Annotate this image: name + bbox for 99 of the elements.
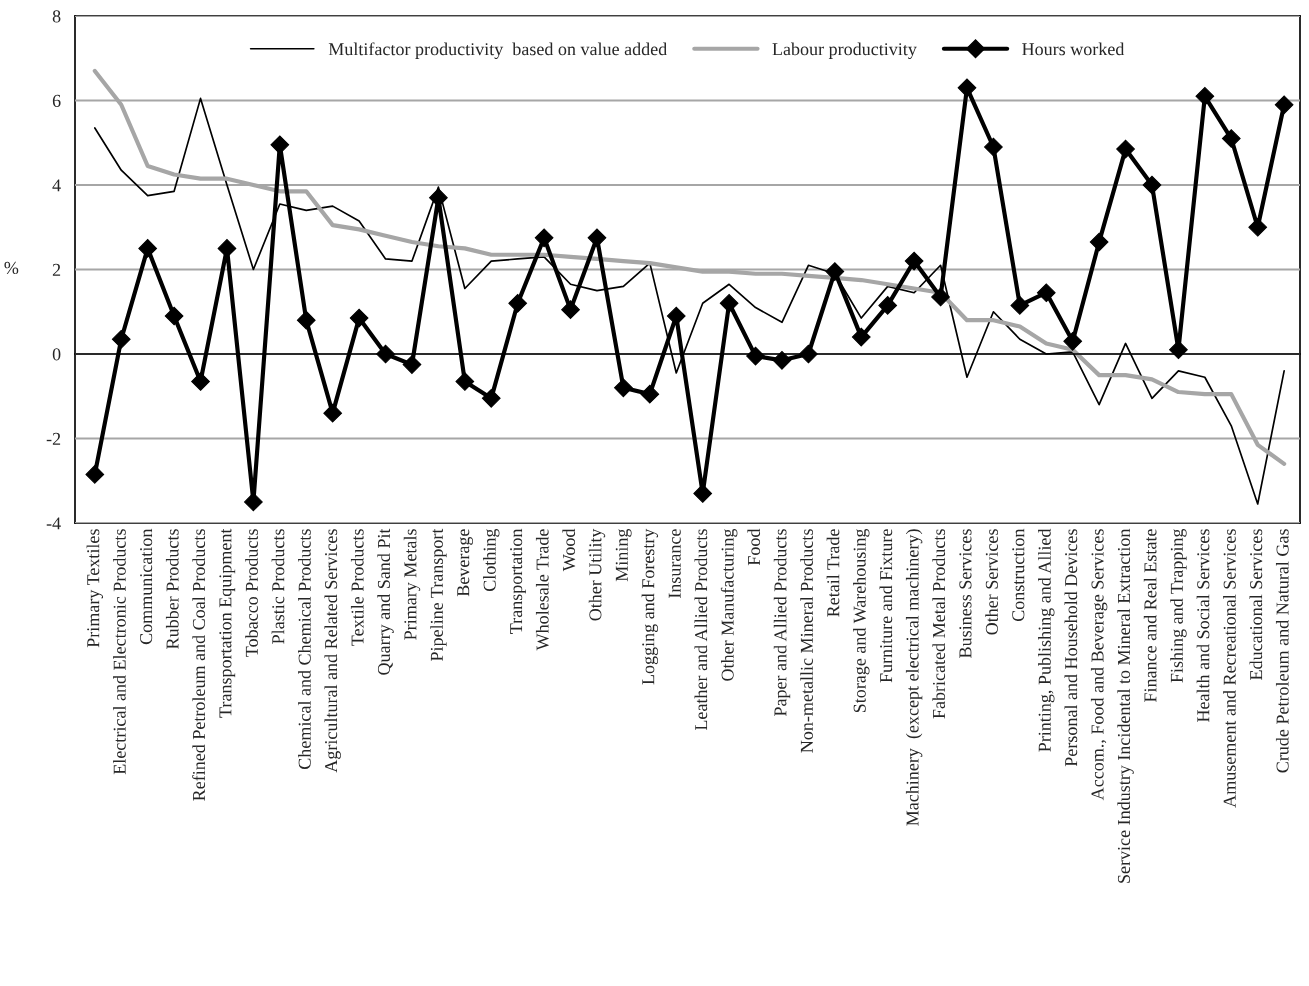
point: [587, 228, 607, 248]
point: [957, 78, 977, 98]
point: [534, 228, 554, 248]
point: [138, 239, 158, 258]
x-tick-label: Pipeline Transport: [430, 528, 447, 661]
point: [931, 287, 950, 307]
x-tick-label: Retail Trade: [826, 529, 840, 617]
point: [191, 372, 210, 391]
point: [1248, 217, 1268, 237]
x-tick-label: Food: [747, 528, 761, 566]
point: [1116, 139, 1135, 159]
point: [164, 306, 184, 326]
point: [693, 484, 713, 503]
point: [1142, 175, 1162, 195]
x-tick-label: Construction: [1012, 528, 1025, 622]
y-tick-label: -4: [46, 517, 61, 530]
point: [508, 293, 528, 313]
y-tick-label: 0: [52, 348, 61, 361]
x-tick-label: Beverage: [457, 529, 474, 597]
point: [561, 300, 580, 319]
y-tick-label: 4: [52, 179, 61, 192]
point: [1195, 86, 1215, 106]
y-tick-label: 8: [52, 10, 61, 23]
x-tick-label: Machinery (except electrical machinery): [905, 529, 923, 826]
x-tick-label: Tobacco Products: [245, 529, 258, 657]
point: [244, 492, 263, 512]
x-tick-label: Textile Products: [350, 529, 364, 646]
x-tick-label: Rubber Products: [165, 529, 179, 649]
point: [1221, 129, 1241, 148]
x-tick-label: Refined Petroleum and Coal Products: [192, 529, 206, 801]
x-tick-label: Accom., Food and Beverage Services: [1090, 529, 1108, 801]
x-tick-label: Finance and Real Estate: [1143, 529, 1157, 703]
x-tick-label: Quarry and Sand Pit: [377, 528, 394, 675]
point: [1089, 232, 1109, 252]
x-tick-label: Printing, Publishing and Allied: [1038, 528, 1055, 752]
legend-label: Multifactor productivity based on value added: [328, 42, 667, 59]
point: [455, 372, 475, 391]
point: [323, 403, 343, 423]
y-axis-title: %: [4, 261, 19, 275]
x-tick-label: Chemical and Chemical Products: [298, 529, 311, 769]
point: [111, 329, 131, 349]
point: [349, 308, 369, 328]
point: [984, 137, 1003, 157]
x-tick-label: Personal and Household Devices: [1064, 529, 1078, 767]
x-tick-label: Storage and Warehousing: [853, 528, 870, 713]
x-tick-label: Health and Social Services: [1196, 529, 1210, 723]
point: [719, 293, 739, 313]
x-tick-label: Paper and Allied Products: [773, 529, 791, 717]
point: [270, 135, 290, 155]
x-tick-label: Plastic Products: [271, 529, 285, 644]
point: [666, 306, 686, 326]
legend-label: Hours worked: [1022, 42, 1125, 56]
x-tick-label: Clothing: [483, 528, 500, 592]
point: [640, 384, 660, 404]
x-tick-label: Furniture and Fixture: [879, 529, 893, 683]
x-tick-label: Logging and Forestry: [641, 528, 659, 685]
point: [429, 188, 448, 208]
x-tick-label: Mining: [615, 528, 632, 582]
x-tick-label: Electrical and Electronic Products: [113, 529, 126, 775]
point: [904, 251, 924, 271]
x-tick-label: Service Industry Incidental to Mineral Extraction: [1117, 528, 1134, 883]
legend-label: Labour productivity: [772, 42, 917, 59]
x-tick-label: Other Manufacturing: [720, 528, 738, 681]
x-tick-label: Leather and Allied Products: [694, 529, 708, 731]
x-tick-label: Other Services: [985, 529, 998, 635]
point: [825, 262, 845, 281]
point: [402, 355, 422, 374]
x-tick-label: Wholesale Trade: [535, 529, 549, 651]
x-tick-label: Primary Metals: [403, 529, 421, 640]
x-tick-label: Primary Textiles: [86, 529, 104, 648]
x-tick-label: Transportation Equipment: [219, 528, 236, 718]
point: [614, 378, 633, 398]
x-tick-label: Other Utility: [588, 528, 606, 621]
x-tick-label: Communication: [140, 528, 153, 645]
x-tick-label: Agricultural and Related Services: [324, 529, 341, 773]
x-tick-label: Fabricated Metal Products: [932, 529, 946, 719]
x-tick-label: Crude Petroleum and Natural Gas: [1275, 529, 1289, 773]
point: [1010, 296, 1030, 315]
point: [85, 465, 105, 484]
x-tick-label: Amusement and Recreational Services: [1223, 529, 1236, 808]
point: [296, 310, 316, 330]
x-tick-label: Business Services: [959, 529, 972, 658]
y-tick-label: -2: [46, 432, 61, 445]
x-tick-label: Educational Services: [1249, 529, 1263, 680]
point: [851, 327, 871, 347]
point: [772, 350, 792, 370]
x-tick-label: Insurance: [668, 529, 681, 599]
x-tick-label: Non-metallic Mineral Products: [800, 529, 813, 753]
point: [1036, 283, 1056, 303]
point: [1274, 95, 1294, 115]
point: [878, 296, 898, 315]
point: [1063, 331, 1083, 351]
point: [217, 239, 237, 258]
y-tick-label: 2: [52, 263, 61, 276]
point: [481, 389, 501, 408]
x-tick-label: Wood: [562, 528, 576, 572]
x-tick-label: Transportation: [510, 528, 526, 634]
y-tick-label: 6: [52, 94, 61, 107]
x-tick-label: Fishing and Trapping: [1170, 528, 1187, 683]
